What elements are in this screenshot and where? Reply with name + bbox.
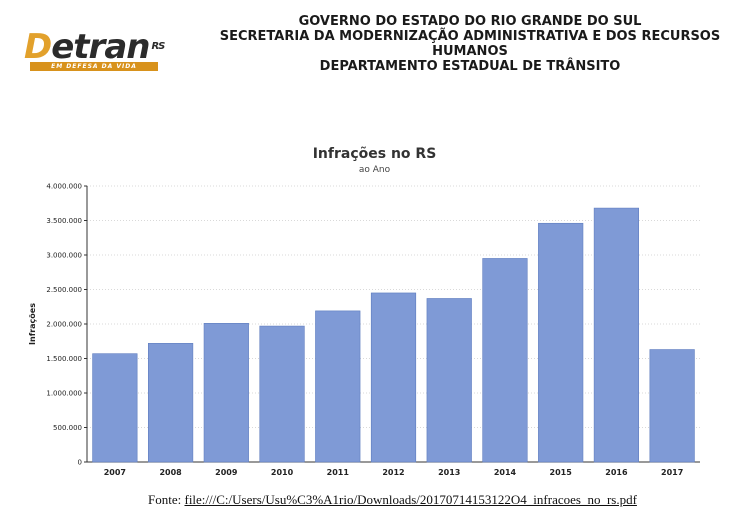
x-tick-label: 2015 — [550, 468, 573, 477]
y-tick-label: 1.000.000 — [46, 390, 82, 398]
bar-2009 — [203, 323, 249, 463]
logo-wordmark: Detran RS — [24, 27, 165, 67]
x-tick-label: 2012 — [382, 468, 404, 477]
x-tick-label: 2013 — [438, 468, 460, 477]
y-tick-label: 4.000.000 — [46, 183, 82, 191]
bar-2010 — [259, 325, 305, 463]
source-prefix: Fonte: — [148, 492, 185, 507]
chart-title: Infrações no RS — [312, 146, 437, 162]
y-tick-label: 500.000 — [53, 424, 82, 432]
x-tick-label: 2009 — [215, 468, 238, 477]
source-note: Fonte: file:///C:/Users/Usu%C3%A1rio/Dow… — [148, 492, 637, 508]
bar-2017 — [649, 349, 695, 463]
x-tick-label: 2017 — [661, 468, 683, 477]
bar-2011 — [315, 310, 361, 463]
y-tick-label: 2.500.000 — [46, 286, 82, 294]
bar-2015 — [538, 222, 584, 463]
y-tick-label: 0 — [78, 459, 82, 467]
x-tick-label: 2016 — [605, 468, 628, 477]
y-tick-label: 2.000.000 — [46, 321, 82, 329]
bar-2007 — [92, 353, 138, 463]
y-tick-label: 1.500.000 — [46, 355, 82, 363]
bar-2008 — [148, 343, 194, 463]
logo-letter-d: D — [24, 27, 52, 67]
logo-word-rest: etran — [51, 27, 150, 67]
bar-2013 — [426, 298, 472, 463]
bar-2014 — [482, 258, 528, 463]
header-line-2: SECRETARIA DA MODERNIZAÇÃO ADMINISTRATIV… — [219, 29, 721, 44]
document-header: GOVERNO DO ESTADO DO RIO GRANDE DO SUL S… — [200, 14, 740, 74]
y-tick-label: 3.500.000 — [46, 217, 82, 225]
header-line-1: GOVERNO DO ESTADO DO RIO GRANDE DO SUL — [298, 14, 642, 29]
y-tick-label: 3.000.000 — [46, 252, 82, 260]
chart-subtitle: ao Ano — [358, 165, 391, 175]
y-axis-label: Infrações — [28, 303, 37, 345]
detran-logo: Detran RS EM DEFESA DA VIDA — [22, 27, 165, 76]
x-tick-label: 2011 — [327, 468, 350, 477]
logo-suffix: RS — [151, 41, 165, 52]
x-tick-label: 2014 — [494, 468, 517, 477]
x-tick-label: 2010 — [271, 468, 294, 477]
logo-tagline: EM DEFESA DA VIDA — [30, 62, 158, 71]
header-line-3: HUMANOS — [432, 44, 508, 59]
header-line-4: DEPARTAMENTO ESTADUAL DE TRÂNSITO — [319, 59, 621, 74]
bar-2012 — [370, 292, 417, 463]
x-tick-label: 2008 — [159, 468, 182, 477]
bar-2016 — [593, 207, 639, 463]
x-tick-label: 2007 — [104, 468, 126, 477]
source-link[interactable]: file:///C:/Users/Usu%C3%A1rio/Downloads/… — [184, 492, 637, 507]
